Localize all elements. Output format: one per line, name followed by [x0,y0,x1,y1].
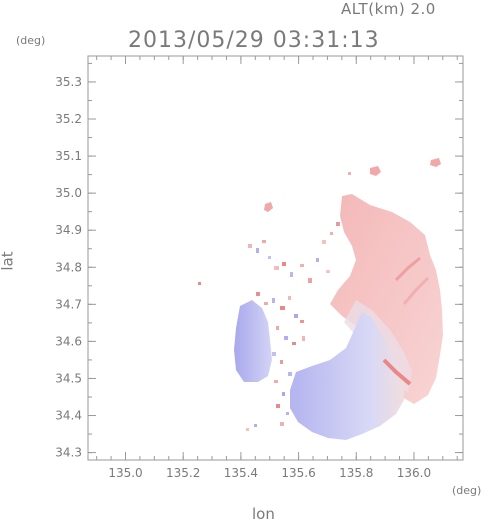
y-tick-label: 34.7 [55,297,82,311]
x-tick-label: 136.0 [397,466,431,480]
isolated-echo-patch [264,202,273,212]
x-tick-label: 135.4 [224,466,258,480]
y-tick-label: 35.0 [55,186,82,200]
x-axis-label: lon [252,505,275,523]
velocity-streak [382,358,412,386]
y-tick-label: 34.9 [55,223,82,237]
altitude-label: ALT(km) 2.0 [341,0,436,18]
plot-frame [87,55,464,461]
scan-timestamp: 2013/05/29 03:31:13 [128,28,380,53]
lat-unit-label: (deg) [16,34,46,47]
echo-field [198,158,443,440]
y-tick-label: 35.2 [55,112,82,126]
isolated-echo-patch [430,158,441,167]
y-tick-label: 35.3 [55,75,82,89]
x-tick-label: 135.0 [108,466,142,480]
approaching-echo-south [290,312,404,440]
lon-unit-label: (deg) [452,484,482,497]
receding-echo-region [330,194,443,404]
y-tick-label: 35.1 [55,149,82,163]
y-tick-label: 34.3 [55,446,82,460]
velocity-streak [394,256,421,282]
y-tick-label: 34.4 [55,409,82,423]
y-tick-label: 34.5 [55,371,82,385]
approaching-echo-west [234,300,272,382]
y-tick-label: 34.6 [55,334,82,348]
velocity-streak [402,276,430,305]
clutter-speckles [198,172,351,431]
x-tick-label: 135.8 [339,466,373,480]
x-tick-label: 135.2 [166,466,200,480]
y-tick-label: 34.8 [55,260,82,274]
x-tick-label: 135.6 [281,466,315,480]
isolated-echo-patch [370,166,381,176]
